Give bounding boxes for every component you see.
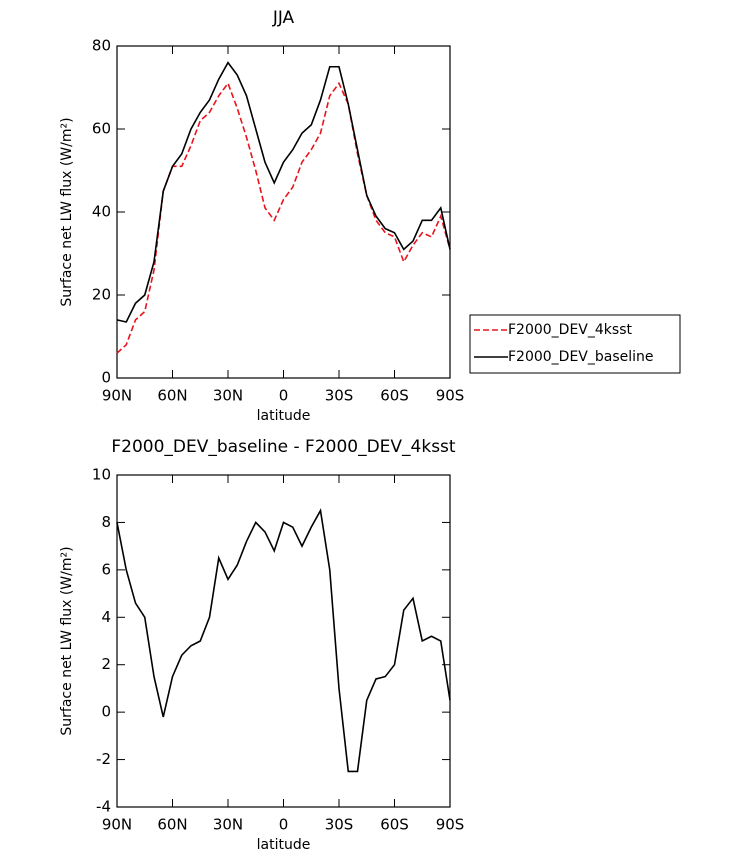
x-axis-label: latitude	[257, 408, 311, 424]
x-axis-label: latitude	[257, 837, 311, 853]
data-line	[116, 61, 451, 323]
y-tick-label: 4	[101, 608, 111, 626]
x-tick-label: 60S	[380, 816, 409, 834]
y-tick-label: 0	[101, 369, 111, 387]
y-tick-label: -2	[96, 750, 111, 768]
y-tick-label: 80	[92, 37, 111, 55]
y-tick-label: 6	[101, 560, 111, 578]
x-tick-label: 90N	[102, 816, 132, 834]
y-tick-label: 10	[92, 466, 111, 484]
data-line	[116, 508, 451, 773]
legend-label: F2000_DEV_baseline	[508, 349, 654, 365]
y-tick-label: 2	[101, 655, 111, 673]
y-tick-label: 0	[101, 703, 111, 721]
y-tick-label: 60	[92, 120, 111, 138]
x-tick-label: 90N	[102, 387, 132, 405]
x-tick-label: 60N	[157, 387, 187, 405]
y-axis-label: Surface net LW flux (W/m²)	[59, 546, 75, 735]
y-tick-label: -4	[96, 798, 111, 816]
legend-frame	[469, 314, 681, 374]
x-tick-label: 0	[279, 816, 289, 834]
y-tick-label: 20	[92, 286, 111, 304]
x-tick-label: 30S	[325, 387, 354, 405]
chart-title: F2000_DEV_baseline - F2000_DEV_4ksst	[111, 437, 456, 457]
y-tick-label: 40	[92, 203, 111, 221]
x-tick-label: 90S	[436, 387, 465, 405]
x-tick-label: 30S	[325, 816, 354, 834]
x-tick-label: 30N	[213, 816, 243, 834]
y-axis-label: Surface net LW flux (W/m²)	[59, 117, 75, 306]
x-tick-label: 60S	[380, 387, 409, 405]
x-tick-label: 60N	[157, 816, 187, 834]
legend-label: F2000_DEV_4ksst	[508, 322, 632, 338]
x-tick-label: 30N	[213, 387, 243, 405]
x-tick-label: 90S	[436, 816, 465, 834]
y-tick-label: 8	[101, 513, 111, 531]
x-tick-label: 0	[279, 387, 289, 405]
chart-title: JJA	[272, 8, 295, 28]
plot-frame	[116, 45, 451, 379]
data-line	[116, 81, 451, 354]
